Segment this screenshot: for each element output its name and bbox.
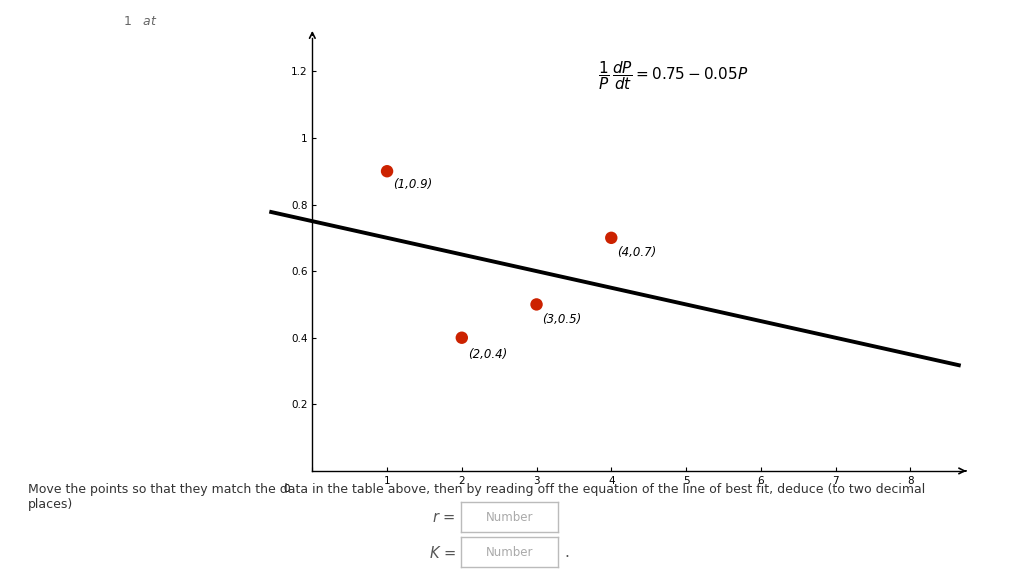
Text: (2,0.4): (2,0.4): [468, 347, 507, 361]
Point: [379, 167, 395, 176]
Text: Number: Number: [485, 511, 534, 524]
Text: .: .: [564, 545, 569, 560]
Text: Number: Number: [485, 546, 534, 559]
Text: 0: 0: [283, 484, 290, 494]
Text: $r$ =: $r$ =: [432, 510, 456, 525]
Text: $K$ =: $K$ =: [429, 545, 456, 561]
Text: $1$   $at$: $1$ $at$: [123, 15, 158, 27]
Text: $\dfrac{1}{P}\,\dfrac{dP}{dt} = 0.75 - 0.05P$: $\dfrac{1}{P}\,\dfrac{dP}{dt} = 0.75 - 0…: [598, 60, 749, 92]
Point: [528, 300, 545, 309]
Text: (3,0.5): (3,0.5): [543, 313, 582, 326]
Point: [454, 333, 470, 342]
Text: (1,0.9): (1,0.9): [393, 178, 432, 191]
Text: Move the points so that they match the data in the table above, then by reading : Move the points so that they match the d…: [28, 483, 925, 511]
Text: (4,0.7): (4,0.7): [617, 246, 656, 259]
Point: [603, 233, 620, 243]
